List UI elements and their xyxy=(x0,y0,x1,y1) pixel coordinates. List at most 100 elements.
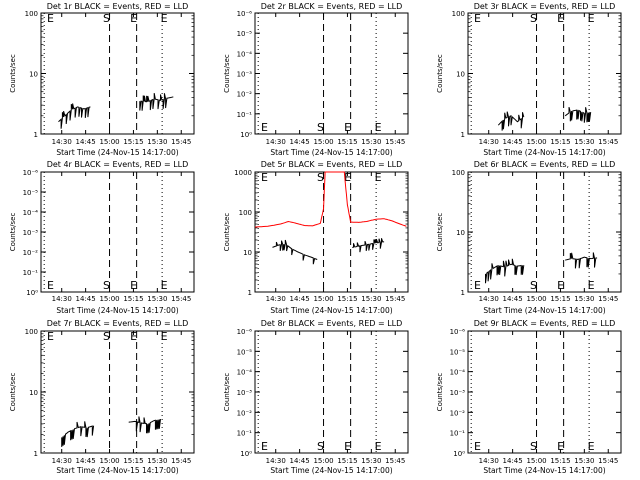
marker-label: S xyxy=(103,12,110,25)
y-tick-label: 10 xyxy=(29,389,38,397)
series-events xyxy=(352,238,385,253)
x-tick-label: 15:15 xyxy=(123,457,143,465)
x-tick-label: 15:00 xyxy=(313,138,333,146)
y-tick-label: 10⁻¹ xyxy=(237,111,253,119)
panel-title: Det 2r BLACK = Events, RED = LLD xyxy=(261,2,403,11)
y-tick-label: 10⁻¹ xyxy=(237,430,253,438)
x-tick-label: 15:30 xyxy=(147,138,167,146)
marker-label: E xyxy=(130,279,137,292)
series-events xyxy=(128,416,161,434)
y-tick-label: 1 xyxy=(248,289,252,297)
y-tick-label: 10⁻⁶ xyxy=(237,10,253,18)
x-axis-label: Start Time (24-Nov-15 14:17:00) xyxy=(56,466,178,475)
x-tick-label: 15:15 xyxy=(337,138,357,146)
panel-title: Det 9r BLACK = Events, RED = LLD xyxy=(474,319,616,328)
x-axis-label: Start Time (24-Nov-15 14:17:00) xyxy=(483,148,605,157)
marker-label: S xyxy=(103,330,110,343)
x-tick-label: 14:45 xyxy=(290,295,310,303)
x-tick-label: 14:45 xyxy=(503,457,523,465)
y-tick-label: 100 xyxy=(452,10,465,18)
x-tick-label: 14:30 xyxy=(479,457,499,465)
marker-label: E xyxy=(130,12,137,25)
x-axis-label: Start Time (24-Nov-15 14:17:00) xyxy=(483,466,605,475)
panel-title: Det 5r BLACK = Events, RED = LLD xyxy=(261,160,403,169)
x-tick-label: 15:00 xyxy=(99,295,119,303)
x-tick-label: 15:30 xyxy=(574,138,594,146)
panel-title: Det 6r BLACK = Events, RED = LLD xyxy=(474,160,616,169)
x-tick-label: 15:30 xyxy=(147,295,167,303)
x-tick-label: 15:30 xyxy=(574,295,594,303)
y-tick-label: 10⁻⁴ xyxy=(237,50,253,58)
marker-label: E xyxy=(161,330,168,343)
y-axis-label: Counts/sec xyxy=(9,213,17,252)
y-axis-label: Counts/sec xyxy=(9,54,17,93)
y-tick-label: 10⁰ xyxy=(240,450,252,458)
x-tick-label: 15:00 xyxy=(313,457,333,465)
plot-frame xyxy=(467,330,622,454)
x-tick-label: 15:15 xyxy=(337,295,357,303)
marker-label: E xyxy=(375,440,382,453)
x-tick-label: 15:00 xyxy=(313,295,333,303)
x-tick-label: 15:30 xyxy=(574,457,594,465)
x-tick-label: 15:45 xyxy=(385,457,405,465)
y-tick-label: 1 xyxy=(34,131,38,139)
x-tick-label: 15:30 xyxy=(361,138,381,146)
x-tick-label: 15:15 xyxy=(123,138,143,146)
x-tick-label: 15:15 xyxy=(337,457,357,465)
y-axis-label: Counts/sec xyxy=(9,373,17,412)
x-tick-label: 15:45 xyxy=(598,457,618,465)
y-tick-label: 10⁻² xyxy=(237,409,253,417)
x-tick-label: 14:30 xyxy=(479,295,499,303)
panel-title: Det 7r BLACK = Events, RED = LLD xyxy=(47,319,189,328)
marker-label: S xyxy=(317,121,324,134)
y-axis-label: Counts/sec xyxy=(223,373,231,412)
marker-label: E xyxy=(261,171,268,184)
y-axis-label: Counts/sec xyxy=(436,213,444,252)
x-tick-label: 14:45 xyxy=(76,138,96,146)
y-tick-label: 10⁻³ xyxy=(450,389,466,397)
marker-label: E xyxy=(588,12,595,25)
y-axis-label: Counts/sec xyxy=(436,54,444,93)
x-axis-label: Start Time (24-Nov-15 14:17:00) xyxy=(483,306,605,315)
marker-label: E xyxy=(47,330,54,343)
y-tick-label: 10⁰ xyxy=(453,450,465,458)
series-lld xyxy=(254,171,407,228)
marker-label: E xyxy=(161,279,168,292)
x-tick-label: 15:45 xyxy=(598,138,618,146)
x-tick-label: 15:30 xyxy=(361,295,381,303)
marker-label: E xyxy=(557,279,564,292)
y-tick-label: 10⁰ xyxy=(240,131,252,139)
panel-title: Det 1r BLACK = Events, RED = LLD xyxy=(47,2,189,11)
marker-label: E xyxy=(474,440,481,453)
y-tick-label: 10⁰ xyxy=(26,289,38,297)
marker-label: E xyxy=(557,12,564,25)
marker-label: E xyxy=(344,121,351,134)
series-events xyxy=(565,252,598,269)
marker-label: E xyxy=(47,12,54,25)
x-tick-label: 14:45 xyxy=(503,295,523,303)
marker-label: S xyxy=(530,12,537,25)
y-tick-label: 10⁻⁴ xyxy=(23,209,39,217)
marker-label: E xyxy=(261,121,268,134)
y-tick-label: 10 xyxy=(456,229,465,237)
y-tick-label: 10 xyxy=(29,71,38,79)
marker-label: E xyxy=(344,171,351,184)
x-tick-label: 14:30 xyxy=(52,295,72,303)
y-tick-label: 1 xyxy=(34,450,38,458)
marker-label: E xyxy=(344,440,351,453)
x-tick-label: 15:45 xyxy=(385,295,405,303)
series-events xyxy=(139,93,174,111)
y-tick-label: 1000 xyxy=(234,169,252,177)
marker-label: S xyxy=(317,440,324,453)
y-tick-label: 10⁻² xyxy=(237,91,253,99)
x-tick-label: 14:45 xyxy=(76,457,96,465)
plot-frame xyxy=(254,12,409,135)
x-tick-label: 15:15 xyxy=(550,138,570,146)
marker-label: E xyxy=(474,12,481,25)
panel-det-1: Det 1r BLACK = Events, RED = LLD Counts/s… xyxy=(9,2,195,157)
marker-label: E xyxy=(130,330,137,343)
y-axis-label: Counts/sec xyxy=(436,373,444,412)
x-axis-label: Start Time (24-Nov-15 14:17:00) xyxy=(270,148,392,157)
plot-frame xyxy=(467,12,622,135)
